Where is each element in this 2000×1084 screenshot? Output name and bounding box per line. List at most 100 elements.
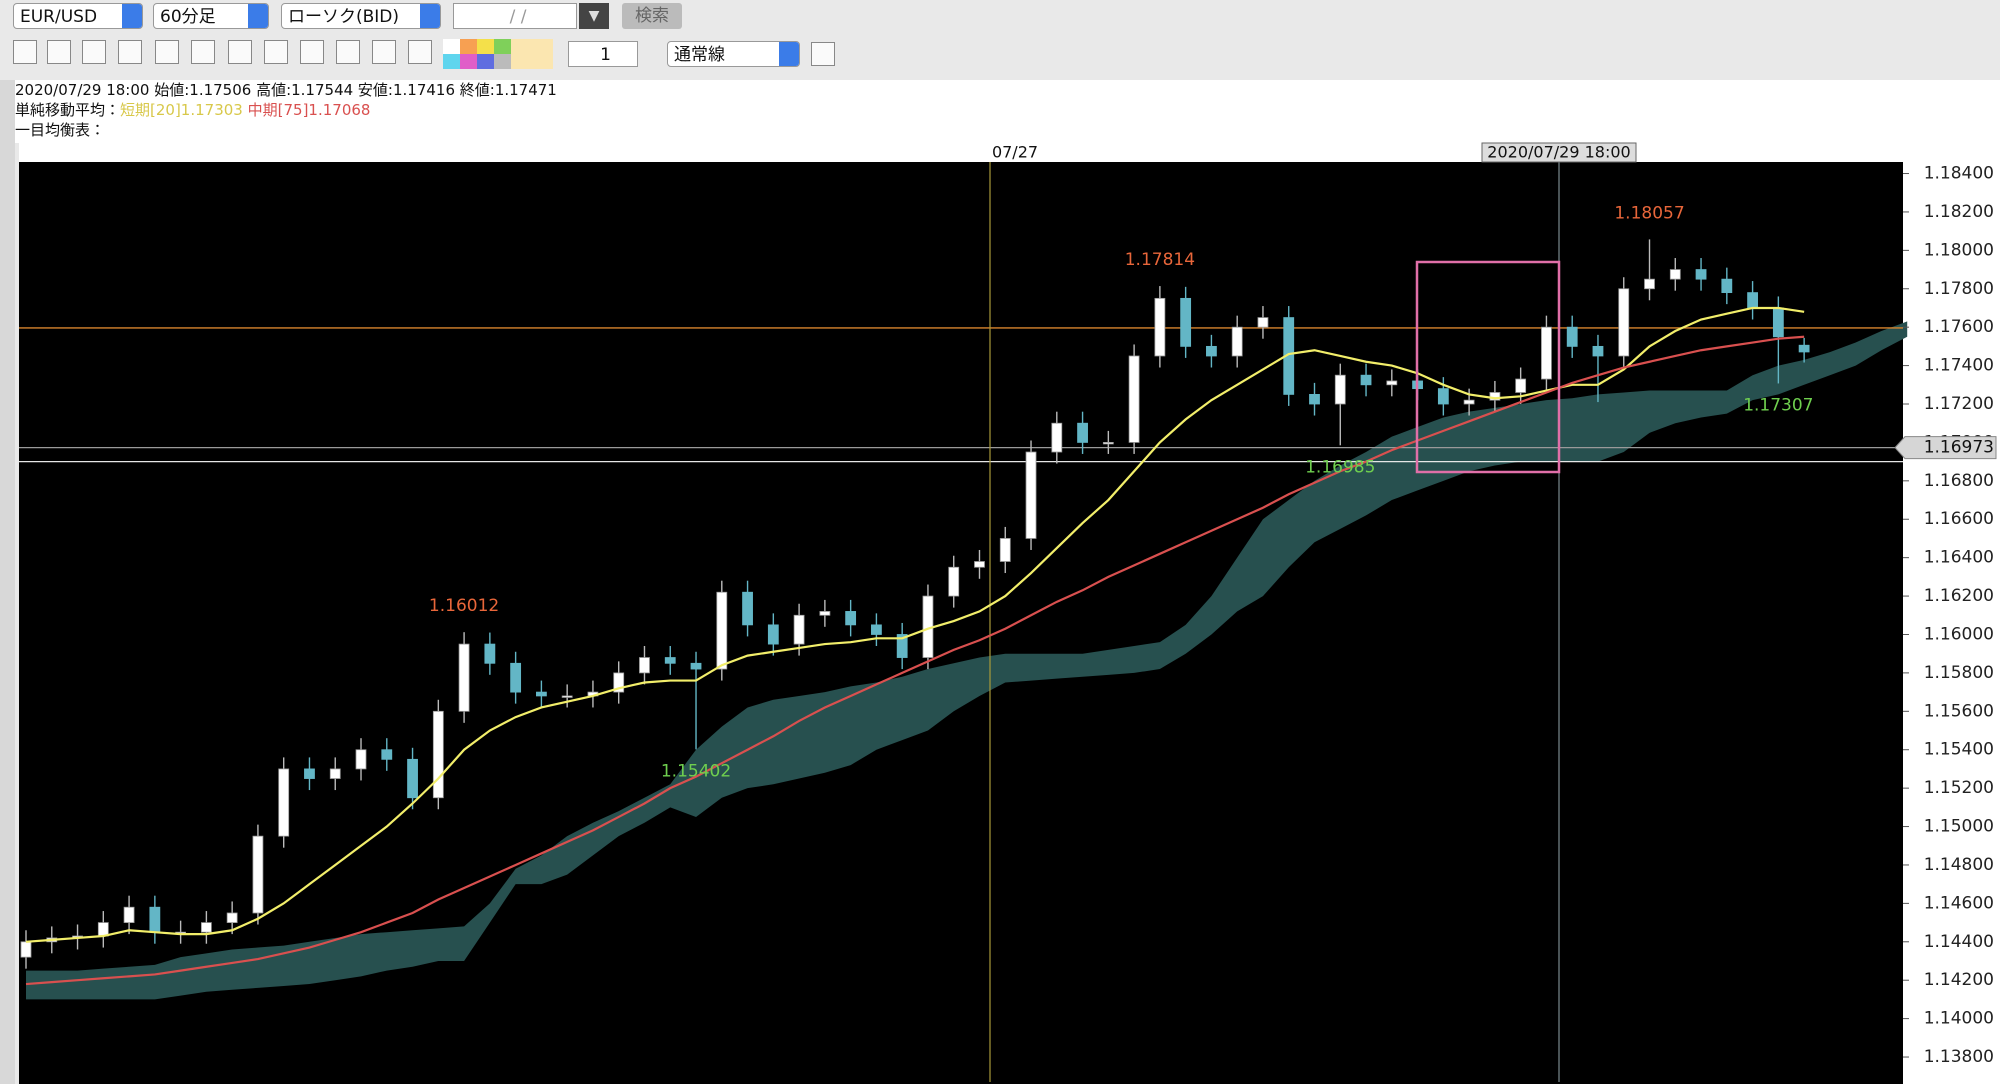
candle-body — [200, 922, 212, 933]
candle-body — [1772, 307, 1784, 338]
y-tick-label: 1.15600 — [1924, 701, 1994, 721]
candle-body — [1618, 288, 1630, 357]
tool-icon[interactable] — [264, 40, 288, 64]
candle-body — [716, 591, 728, 670]
swatch[interactable] — [511, 39, 553, 69]
swatch[interactable] — [460, 54, 477, 69]
line-width-input[interactable]: 1 — [568, 41, 638, 67]
candle-body — [458, 643, 470, 712]
timeframe: 60分足 — [160, 7, 216, 27]
candle-body — [355, 749, 367, 770]
line-width: 1 — [600, 45, 611, 65]
swatch[interactable] — [477, 39, 494, 54]
timeframe-select[interactable]: 60分足 — [153, 3, 269, 29]
candle-body — [664, 657, 676, 664]
y-tick-label: 1.15800 — [1924, 663, 1994, 683]
candle-body — [974, 561, 985, 568]
price-marker — [1894, 436, 1997, 460]
time-label-box — [1481, 142, 1637, 163]
candle-body — [1309, 394, 1320, 405]
price-marker-label: 1.16973 — [1924, 438, 1994, 458]
candle-body — [20, 941, 32, 958]
y-tick-label: 1.15400 — [1924, 740, 1994, 760]
symbol-select[interactable]: EUR/USD — [13, 3, 143, 29]
y-tick-label: 1.16600 — [1924, 509, 1994, 529]
candle-body — [536, 691, 547, 697]
tool-icon[interactable] — [155, 40, 179, 64]
y-tick-label: 1.18200 — [1924, 202, 1994, 222]
candle-body — [742, 591, 753, 626]
moving-average — [25, 306, 1805, 943]
candle-body — [149, 906, 161, 933]
candle-body — [999, 538, 1011, 562]
candle-body — [1077, 422, 1088, 443]
side-bar — [0, 80, 15, 1084]
candle-body — [1437, 388, 1449, 405]
candle-body — [1644, 278, 1655, 290]
candle-body — [1257, 317, 1269, 328]
swatch[interactable] — [443, 39, 460, 54]
sma-label: 単純移動平均： — [15, 101, 121, 119]
candle-body — [1154, 297, 1166, 357]
candle-body — [1231, 326, 1243, 357]
chart-type-select[interactable]: ローソク(BID) — [281, 3, 441, 29]
date-picker[interactable]: ▼ — [579, 3, 609, 29]
extreme-label: 1.18057 — [1614, 203, 1684, 223]
swatch[interactable] — [494, 39, 511, 54]
y-tick-label: 1.14200 — [1924, 970, 1994, 990]
candle-body — [1360, 374, 1372, 386]
candle-body — [278, 768, 290, 837]
candle-body — [1102, 442, 1114, 445]
candle-body — [1798, 344, 1810, 353]
color-palette[interactable] — [443, 39, 553, 69]
swatch[interactable] — [477, 54, 494, 69]
select-arrow — [779, 42, 799, 66]
tool-icon[interactable] — [47, 40, 71, 64]
line-style-select[interactable]: 通常線 — [667, 41, 800, 67]
tool-icon[interactable] — [13, 40, 37, 64]
moving-average — [25, 335, 1805, 986]
ichimoku-line: 一目均衡表： — [15, 121, 106, 139]
tool-icon[interactable] — [300, 40, 324, 64]
candle-body — [1541, 326, 1552, 380]
y-tick-label: 1.14800 — [1924, 855, 1994, 875]
candle-body — [381, 749, 393, 760]
y-tick-label: 1.17200 — [1924, 394, 1994, 414]
candle-body — [252, 835, 264, 914]
sma-mid: 中期[75]1.17068 — [247, 101, 371, 119]
swatch[interactable] — [494, 54, 511, 69]
candle-body — [123, 906, 135, 923]
candle-body — [1489, 392, 1501, 401]
date-input[interactable]: / / — [453, 3, 577, 29]
candle-body — [1180, 297, 1192, 347]
toolbar: EUR/USD 60分足 ローソク(BID) / / ▼ 検索 1 通常線 — [0, 0, 2000, 72]
chart-type: ローソク(BID) — [288, 7, 400, 27]
candle-body — [1334, 374, 1346, 405]
y-tick-label: 1.16200 — [1924, 586, 1994, 606]
tool-icon[interactable] — [228, 40, 252, 64]
candle-body — [613, 672, 625, 693]
date: / / — [509, 7, 527, 27]
tool-icon[interactable] — [82, 40, 106, 64]
candle-body — [1669, 269, 1681, 280]
swatch[interactable] — [443, 54, 460, 69]
swatch[interactable] — [460, 39, 477, 54]
candle-body — [871, 624, 882, 635]
search-button[interactable]: 検索 — [622, 3, 682, 29]
y-tick-label: 1.17600 — [1924, 317, 1994, 337]
candle-body — [1592, 345, 1604, 357]
tool-icon[interactable] — [118, 40, 142, 64]
candle-body — [432, 710, 444, 799]
extreme-label: 1.16985 — [1305, 457, 1375, 477]
tool-icon[interactable] — [408, 40, 432, 64]
select-arrow — [122, 4, 142, 28]
candle-body — [1051, 422, 1063, 453]
candle-body — [510, 662, 522, 693]
candle-body — [845, 611, 857, 626]
extreme-label: 1.15402 — [661, 761, 731, 781]
tool-icon[interactable] — [811, 42, 835, 66]
tool-icon[interactable] — [372, 40, 396, 64]
tool-icon[interactable] — [336, 40, 360, 64]
tool-icon[interactable] — [191, 40, 215, 64]
